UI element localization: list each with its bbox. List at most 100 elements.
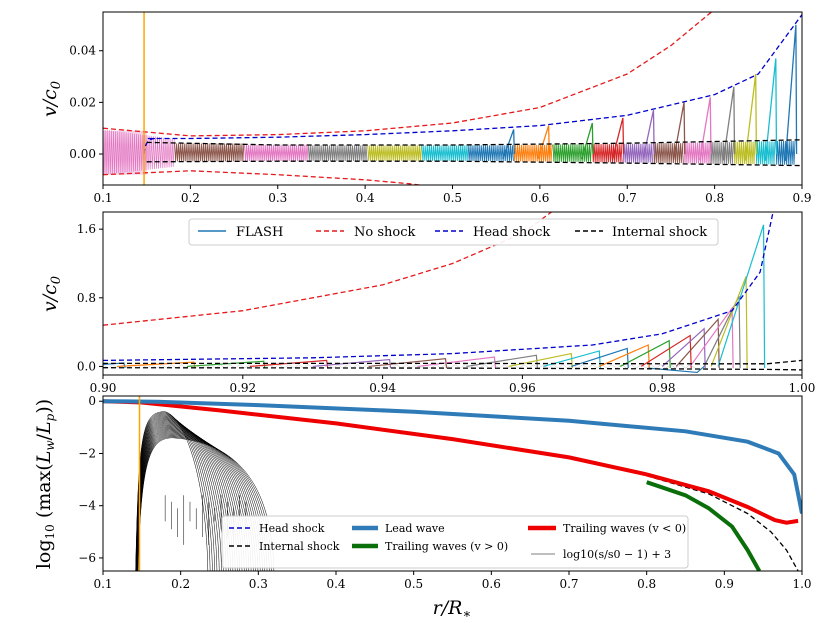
top-ylabel: v/c0 xyxy=(39,81,64,117)
entropy-curve xyxy=(137,430,256,571)
x-tick-label: 0.4 xyxy=(326,577,345,591)
legend-entropy: log10(s/s0 − 1) + 3 xyxy=(563,548,671,561)
x-tick-label: 0.9 xyxy=(792,191,811,205)
x-tick-label: 0.8 xyxy=(637,577,656,591)
bottom-ylabel: log10 (max(Lw/Lp)) xyxy=(33,399,57,569)
flash-shock-sawtooth xyxy=(703,295,741,369)
flash-shock-spike xyxy=(611,117,625,160)
x-tick-label: 1.0 xyxy=(792,577,811,591)
entropy-curve xyxy=(136,420,231,571)
middle-ylabel: v/c0 xyxy=(39,276,64,312)
entropy-curve xyxy=(137,437,275,571)
internal-shock-lower-curve xyxy=(103,367,802,371)
internal-shock-lower-curve xyxy=(146,160,802,167)
x-tick-label: 0.90 xyxy=(90,381,117,395)
x-tick-label: 0.98 xyxy=(649,381,676,395)
x-tick-label: 0.94 xyxy=(369,381,396,395)
flash-oscillation-segment xyxy=(513,144,553,162)
head-shock-curve xyxy=(143,14,802,155)
middle-panel: 0.90 0.92 0.94 0.96 0.98 1.00 0.0 0.8 1.6 v/c0 F… xyxy=(39,211,815,395)
flash-oscillation-segment xyxy=(653,143,684,164)
y-tick-label: −6 xyxy=(78,551,96,565)
legend-internal-shock: Internal shock xyxy=(612,225,707,240)
flash-oscillation-segment xyxy=(709,142,734,164)
x-tick-label: 0.6 xyxy=(482,577,501,591)
entropy-curve xyxy=(137,433,266,571)
flash-dip xyxy=(648,365,705,374)
x-tick-label: 0.3 xyxy=(268,191,287,205)
flash-shock-sawtooth xyxy=(640,334,692,369)
legend-b-head-shock: Head shock xyxy=(259,522,325,535)
y-tick-label: −2 xyxy=(78,446,96,460)
x-tick-label: 0.2 xyxy=(181,191,200,205)
internal-shock-upper-curve xyxy=(146,139,802,146)
flash-shock-sawtooth xyxy=(508,352,573,369)
flash-shock-spike xyxy=(744,73,758,161)
x-tick-label: 0.2 xyxy=(171,577,190,591)
middle-frame xyxy=(102,211,803,376)
entropy-curve xyxy=(137,433,263,571)
flash-shock-sawtooth xyxy=(717,224,766,369)
entropy-curve xyxy=(136,424,243,571)
entropy-curve xyxy=(136,425,245,571)
flash-oscillation-fill xyxy=(103,130,147,175)
top-plot-area xyxy=(103,12,802,185)
lead-wave-curve xyxy=(103,399,802,514)
x-tick-label: 0.7 xyxy=(559,577,578,591)
top-ticks: 0.1 0.2 0.3 0.4 0.5 0.6 0.7 0.8 0.9 0.00 0.02 0.04 xyxy=(69,44,811,205)
internal-shock-curve xyxy=(646,475,799,571)
x-tick-label: 0.1 xyxy=(93,191,112,205)
x-tick-label: 0.5 xyxy=(404,577,423,591)
flash-oscillation-segment xyxy=(591,144,623,163)
entropy-curve xyxy=(136,428,252,571)
entropy-curve xyxy=(136,427,250,571)
legend-no-shock: No shock xyxy=(354,225,415,240)
flash-shock-spike xyxy=(784,24,798,161)
flash-oscillation-segment xyxy=(683,142,711,164)
bottom-xlabel: r/R∗ xyxy=(433,597,472,622)
legend-trailing-pos: Trailing waves (v > 0) xyxy=(385,540,508,553)
legend-trailing-neg: Trailing waves (v < 0) xyxy=(563,522,686,535)
entropy-curve xyxy=(136,423,238,571)
flash-shock-sawtooth xyxy=(312,358,392,369)
entropy-curve xyxy=(137,431,259,571)
x-tick-label: 0.92 xyxy=(229,381,256,395)
middle-ticks: 0.90 0.92 0.94 0.96 0.98 1.00 0.0 0.8 1.6 xyxy=(77,222,815,395)
top-panel: 0.1 0.2 0.3 0.4 0.5 0.6 0.7 0.8 0.90.000.020.04 … xyxy=(39,11,812,205)
bottom-plot-area xyxy=(103,396,802,571)
flash-shock-spike xyxy=(502,129,516,159)
flash-oscillation-segment xyxy=(307,145,368,161)
x-tick-label: 0.96 xyxy=(509,381,536,395)
bottom-legend: Head shock Internal shock Lead wave Trai… xyxy=(221,515,689,569)
legend-lead-wave: Lead wave xyxy=(385,522,445,535)
y-tick-label: 1.6 xyxy=(77,222,96,236)
entropy-curve xyxy=(136,429,254,571)
flash-shock-sawtooth xyxy=(689,306,734,369)
x-tick-label: 0.8 xyxy=(705,191,724,205)
entropy-curve xyxy=(136,424,240,571)
x-tick-label: 0.5 xyxy=(443,191,462,205)
flash-oscillation-segment xyxy=(174,143,245,162)
internal-shock-upper-curve xyxy=(103,359,802,365)
bottom-legend-box xyxy=(221,515,689,569)
x-tick-label: 1.00 xyxy=(789,381,816,395)
y-tick-label: 0.04 xyxy=(69,44,96,58)
flash-shock-sawtooth xyxy=(571,347,629,369)
flash-oscillation-segment xyxy=(367,145,423,161)
bottom-ticks: 0.1 0.2 0.3 0.4 0.5 0.6 0.7 0.8 0.9 1.0 0 −2 −4 −6 xyxy=(78,394,811,591)
flash-shock-spike xyxy=(581,122,594,160)
x-tick-label: 0.3 xyxy=(249,577,268,591)
flash-shock-sawtooth xyxy=(417,356,497,369)
bottom-panel: 0.1 0.2 0.3 0.4 0.5 0.6 0.7 0.8 0.9 1.0 0 −2 −4 −6 lo… xyxy=(33,394,812,622)
flash-shock-sawtooth xyxy=(661,327,706,369)
legend-flash: FLASH xyxy=(236,225,283,240)
y-tick-label: 0.00 xyxy=(69,147,96,161)
y-tick-label: 0.0 xyxy=(77,359,96,373)
flash-oscillation-segment xyxy=(244,144,309,162)
x-tick-label: 0.4 xyxy=(356,191,375,205)
x-tick-label: 0.7 xyxy=(618,191,637,205)
flash-oscillation-band xyxy=(103,129,175,175)
y-tick-label: 0.8 xyxy=(77,291,96,305)
flash-oscillation-segment xyxy=(421,145,469,161)
